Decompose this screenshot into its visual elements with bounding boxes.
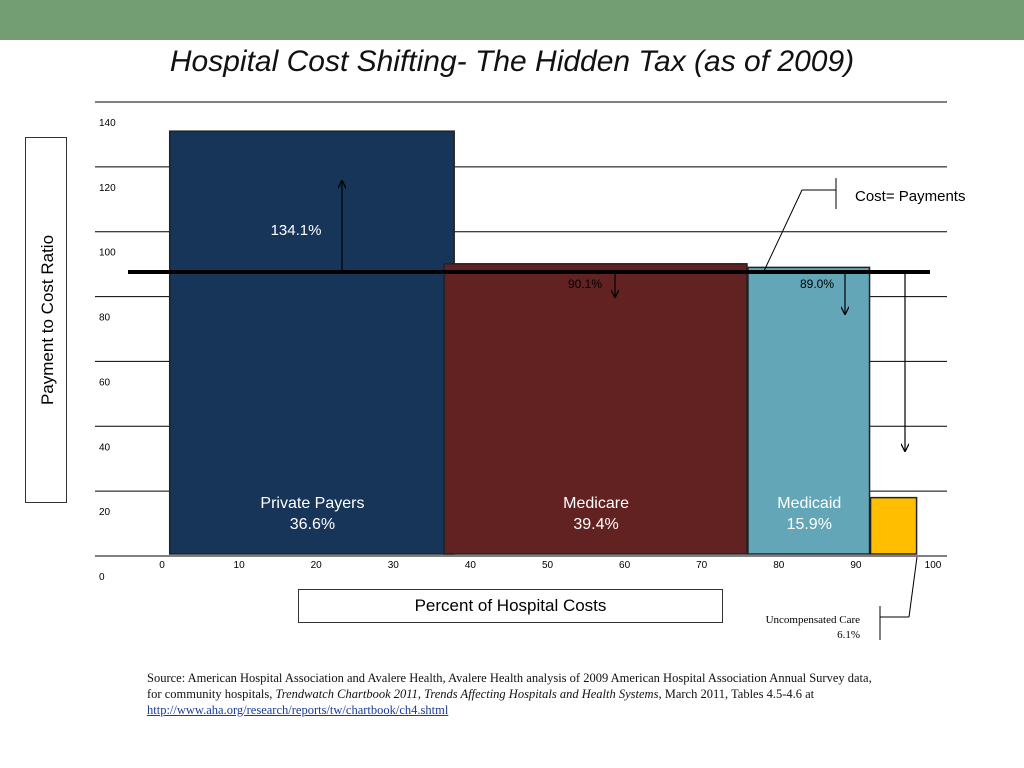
source-text-suffix: , March 2011, Tables 4.5-4.6 at <box>658 687 815 701</box>
bar-name-label: Private Payers <box>260 495 364 512</box>
x-axis-label: Percent of Hospital Costs <box>298 589 723 623</box>
source-link[interactable]: http://www.aha.org/research/reports/tw/c… <box>147 703 449 717</box>
ratio-label: 134.1% <box>271 222 322 239</box>
header-bar <box>0 0 1024 40</box>
x-tick-label: 90 <box>850 560 862 571</box>
reference-line-label: Cost= Payments <box>855 188 965 205</box>
callout-leader <box>763 189 803 272</box>
bar-share-label: 39.4% <box>573 516 618 533</box>
x-tick-label: 20 <box>311 560 323 571</box>
bar <box>869 496 918 555</box>
x-tick-label: 30 <box>388 560 400 571</box>
y-tick-label: 0 <box>99 572 105 583</box>
y-tick-label: 100 <box>99 248 116 259</box>
x-tick-label: 70 <box>696 560 708 571</box>
ratio-label: 90.1% <box>568 277 602 291</box>
y-tick-label: 40 <box>99 442 111 453</box>
chart-title: Hospital Cost Shifting- The Hidden Tax (… <box>169 45 855 78</box>
bar-name-label: Medicare <box>563 495 629 512</box>
x-tick-label: 10 <box>234 560 246 571</box>
y-axis-label: Payment to Cost Ratio <box>38 234 57 406</box>
bar <box>747 266 871 555</box>
bar <box>443 263 748 555</box>
source-publication: Trendwatch Chartbook 2011, Trends Affect… <box>275 687 659 701</box>
bar-share-label: 36.6% <box>290 516 335 533</box>
source-text: Source: American Hospital Association an… <box>147 671 872 701</box>
bar <box>168 130 455 555</box>
x-tick-label: 0 <box>159 560 165 571</box>
y-tick-label: 60 <box>99 377 111 388</box>
x-tick-label: 100 <box>925 560 942 571</box>
y-axis-label-box <box>25 137 67 503</box>
source-note: Source: American Hospital Association an… <box>147 670 877 718</box>
y-tick-label: 20 <box>99 507 111 518</box>
bar-name-label: Medicaid <box>777 495 841 512</box>
ratio-label: 89.0% <box>800 277 834 291</box>
y-tick-label: 80 <box>99 313 111 324</box>
x-tick-label: 40 <box>465 560 477 571</box>
bar-share-label: 15.9% <box>787 516 832 533</box>
callout-leader <box>908 556 918 618</box>
y-tick-label: 140 <box>99 118 116 129</box>
x-tick-label: 50 <box>542 560 554 571</box>
x-tick-label: 60 <box>619 560 631 571</box>
bar-share-label: 6.1% <box>837 629 860 641</box>
bar-name-label: Uncompensated Care <box>766 614 860 626</box>
x-tick-label: 80 <box>773 560 785 571</box>
y-tick-label: 120 <box>99 183 116 194</box>
